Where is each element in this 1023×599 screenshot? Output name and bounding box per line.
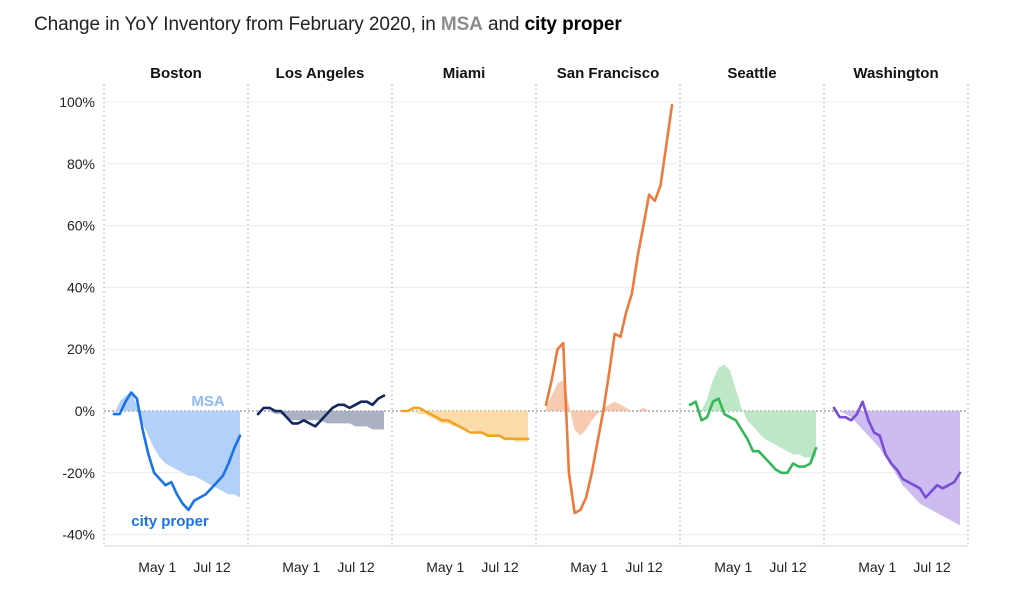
x-tick-label: Jul 12 (193, 559, 231, 575)
msa-area (546, 380, 672, 436)
x-tick-label: May 1 (714, 559, 752, 575)
msa-area (690, 364, 816, 458)
title-msa: MSA (440, 14, 483, 35)
gridlines (103, 84, 969, 547)
y-tick-label: 20% (67, 341, 95, 357)
x-tick-label: May 1 (282, 559, 320, 575)
y-axis: -40% -20% 0% 20% 40% 60% 80% 100% (59, 94, 95, 543)
panel-title: Miami (443, 65, 486, 82)
city-proper-line (400, 406, 530, 441)
title-city-proper: city proper (524, 14, 622, 35)
title-prefix: Change in YoY Inventory from February 20… (34, 14, 441, 35)
x-tick-label: Jul 12 (625, 559, 663, 575)
y-tick-label: 60% (67, 218, 95, 234)
city-proper-line (112, 391, 242, 512)
y-tick-label: 100% (59, 94, 95, 110)
y-tick-label: 40% (67, 279, 95, 295)
x-tick-label: Jul 12 (481, 559, 519, 575)
city-proper-line (688, 397, 818, 475)
city-proper-line (544, 103, 674, 515)
y-tick-label: -40% (62, 527, 95, 543)
x-tick-label: May 1 (858, 559, 896, 575)
panel-los-angeles: Los Angeles May 1 Jul 12 (248, 65, 392, 575)
chart-title: Change in YoY Inventory from February 20… (34, 14, 622, 36)
panel-boston: Boston May 1 Jul 12 (104, 65, 248, 575)
annotations: MSA city proper (131, 393, 225, 530)
x-tick-label: May 1 (138, 559, 176, 575)
panel-title: Washington (853, 65, 938, 82)
msa-area (402, 411, 528, 442)
panel-san-francisco: San Francisco May 1 Jul 12 (536, 65, 680, 575)
x-tick-label: Jul 12 (337, 559, 375, 575)
panel-title: San Francisco (557, 65, 660, 82)
panel-title: Seattle (727, 65, 776, 82)
x-tick-label: May 1 (426, 559, 464, 575)
city-proper-line (832, 400, 962, 499)
msa-annotation: MSA (191, 393, 225, 410)
x-tick-label: Jul 12 (769, 559, 807, 575)
y-tick-label: 80% (67, 156, 95, 172)
y-tick-label: -20% (62, 465, 95, 481)
msa-area (114, 392, 240, 498)
title-middle: and (482, 14, 525, 35)
panel-seattle: Seattle May 1 Jul 12 (680, 65, 824, 575)
panel-title: Boston (150, 65, 202, 82)
city-proper-line (256, 394, 386, 428)
x-tick-label: Jul 12 (913, 559, 951, 575)
panel-washington: Washington May 1 Jul 12 (824, 65, 968, 575)
panel-title: Los Angeles (276, 65, 365, 82)
panel-miami: Miami May 1 Jul 12 (392, 65, 536, 575)
x-tick-label: May 1 (570, 559, 608, 575)
y-tick-label: 0% (75, 403, 95, 419)
city-proper-annotation: city proper (131, 513, 209, 530)
